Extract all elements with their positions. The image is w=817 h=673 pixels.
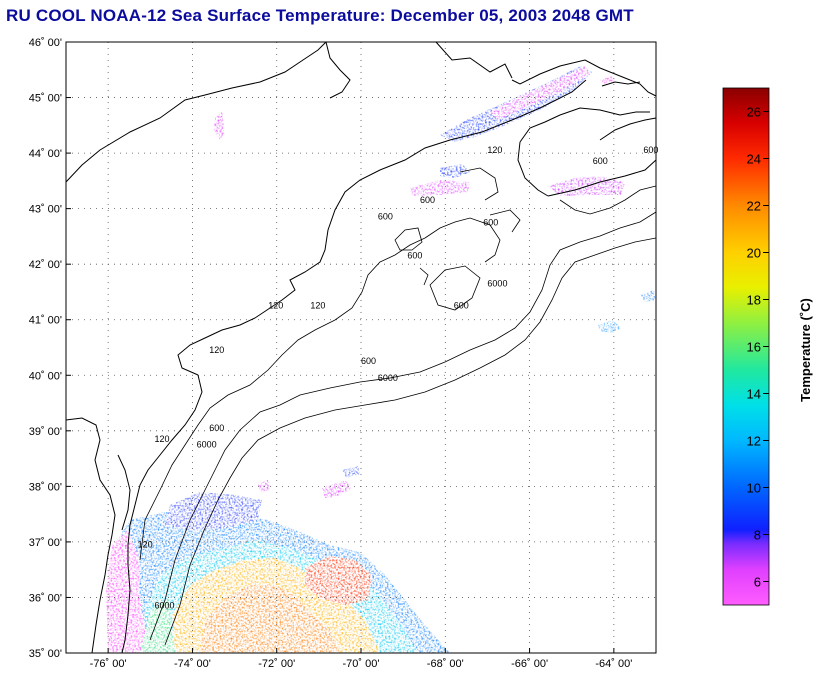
- contour-label: 600: [454, 301, 469, 311]
- lat-tick-label: 43˚ 00': [29, 204, 62, 216]
- lat-tick-label: 38˚ 00': [29, 481, 62, 493]
- contour-label: 120: [487, 145, 502, 155]
- contour-label: 6000: [197, 439, 217, 449]
- lon-tick-label: -66˚ 00': [511, 658, 548, 670]
- contour-label: 120: [310, 301, 325, 311]
- lon-tick-label: -74˚ 00': [174, 658, 211, 670]
- colorbar-tick-label: 8: [754, 528, 761, 543]
- lon-tick-label: -68˚ 00': [427, 658, 464, 670]
- contour-label: 600: [643, 145, 658, 155]
- colorbar-tick-label: 20: [747, 246, 761, 261]
- contour-label: 600: [407, 251, 422, 261]
- contour-label: 600: [593, 156, 608, 166]
- lat-tick-label: 35˚ 00': [29, 648, 62, 660]
- colorbar-tick-label: 18: [747, 293, 761, 308]
- colorbar-tick-label: 14: [747, 387, 761, 402]
- contour-label: 600: [378, 212, 393, 222]
- contour-labels: 120 1201201206006000600600060060006006006…: [138, 145, 659, 610]
- lat-tick-label: 37˚ 00': [29, 537, 62, 549]
- longitude-labels: -76˚ 00' -74˚ 00' -72˚ 00' -70˚ 00' -68˚ 00'…: [90, 658, 633, 670]
- contour-label: 600: [420, 195, 435, 205]
- sst-imagery: [106, 66, 656, 653]
- contour-label: 120: [209, 345, 224, 355]
- colorbar-tick-label: 10: [747, 481, 761, 496]
- colorbar-tick-label: 16: [747, 340, 761, 355]
- map-frame: [65, 41, 657, 654]
- lat-tick-label: 44˚ 00': [29, 148, 62, 160]
- bathymetry-contours: [139, 167, 657, 646]
- contour-label: 600: [483, 217, 498, 227]
- latitude-labels: 46˚ 00' 45˚ 00' 44˚ 00' 43˚ 00' 42˚ 00' 41˚ 0…: [29, 37, 62, 660]
- graticule: [66, 41, 656, 654]
- colorbar-tick-label: 22: [747, 199, 761, 214]
- contour-label: 600: [361, 356, 376, 366]
- colorbar-tick-label: 26: [747, 105, 761, 120]
- colorbar-ticks: 6 8 10 12 14 16 18 20 22 24 26: [747, 105, 769, 590]
- lat-tick-label: 41˚ 00': [29, 315, 62, 327]
- contour-label: 6000: [487, 278, 507, 288]
- lon-tick-label: -76˚ 00': [90, 658, 127, 670]
- contour-label: 120: [268, 301, 283, 311]
- contour-label: 600: [209, 423, 224, 433]
- lat-tick-label: 45˚ 00': [29, 93, 62, 105]
- lon-tick-label: -64˚ 00': [595, 658, 632, 670]
- colorbar-title: Temperature (˚C): [798, 298, 813, 402]
- colorbar-tick-label: 6: [754, 575, 761, 590]
- contour-label: 6000: [155, 601, 175, 611]
- lon-tick-label: -70˚ 00': [343, 658, 380, 670]
- contour-label: 120: [138, 539, 153, 549]
- lat-tick-label: 46˚ 00': [29, 37, 62, 49]
- lat-tick-label: 39˚ 00': [29, 426, 62, 438]
- page-title: RU COOL NOAA-12 Sea Surface Temperature:…: [6, 6, 634, 25]
- lat-tick-label: 36˚ 00': [29, 592, 62, 604]
- lat-tick-label: 42˚ 00': [29, 259, 62, 271]
- colorbar-tick-label: 24: [747, 152, 761, 167]
- lon-tick-label: -72˚ 00': [258, 658, 295, 670]
- contour-label: 6000: [378, 373, 398, 383]
- lat-tick-label: 40˚ 00': [29, 370, 62, 382]
- colorbar: 6 8 10 12 14 16 18 20 22 24 26 Temperature (˚C): [722, 87, 813, 606]
- colorbar-tick-label: 12: [747, 434, 761, 449]
- contour-label: 120: [155, 434, 170, 444]
- coastline: [65, 41, 657, 654]
